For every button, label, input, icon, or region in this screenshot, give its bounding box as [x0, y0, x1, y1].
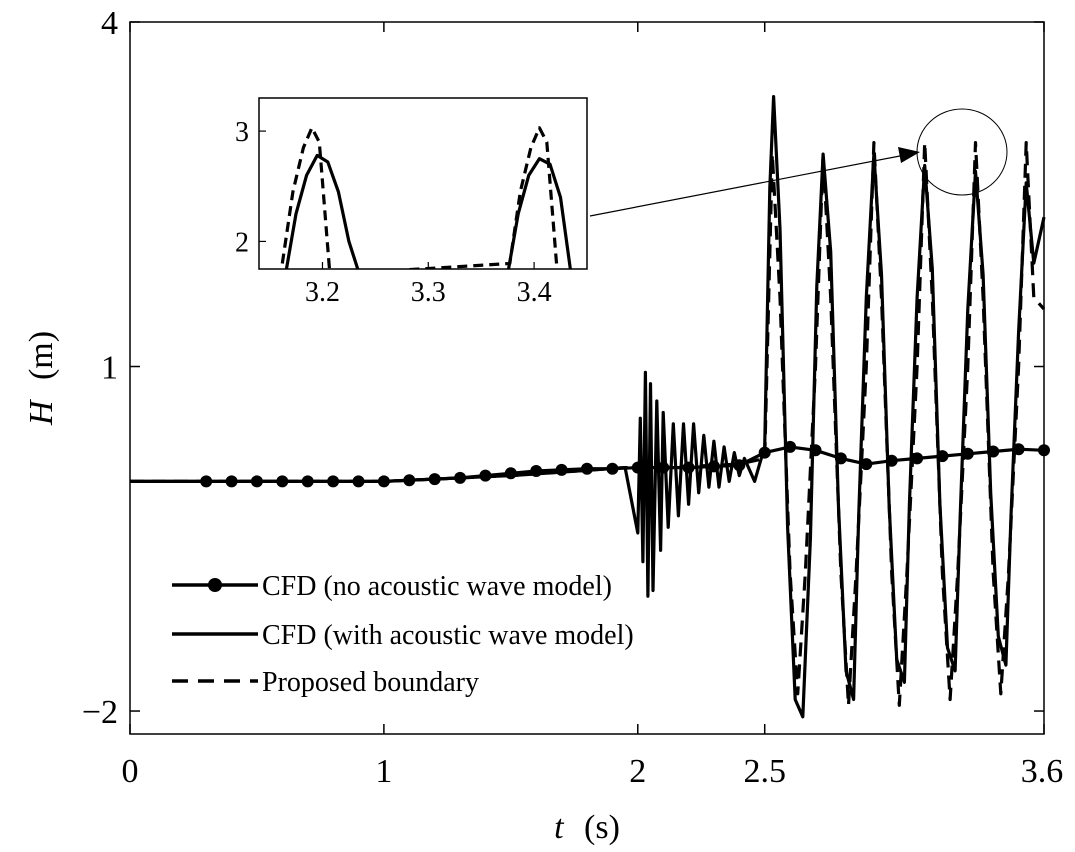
series-line-2: [130, 141, 1046, 707]
x-axis-symbol: t: [554, 809, 565, 846]
inset-background: [259, 98, 587, 269]
x-axis-label: t (s): [554, 809, 620, 846]
x-tick-label-1: 1: [375, 753, 392, 790]
series-line-1: [130, 95, 1046, 719]
inset-x-tick-label-0: 3.2: [305, 277, 340, 308]
legend: CFD (no acoustic wave model) CFD (with a…: [172, 571, 634, 698]
y-tick-label-1: 1: [101, 350, 118, 387]
inset-axes-box: [258, 97, 588, 270]
inset-x-tick-label-1: 3.3: [411, 277, 446, 308]
inset-y-tick-label-1: 3: [235, 117, 249, 148]
x-tick-label-0: 0: [122, 753, 139, 790]
legend-label-proposed: Proposed boundary: [262, 667, 479, 698]
inset-y-tick-label-0: 2: [235, 227, 249, 258]
series-marker-0-15: [555, 463, 568, 476]
y-axis-label: H (m): [23, 331, 60, 426]
x-tick-label-3: 2.5: [743, 753, 786, 790]
y-tick-label-0: −2: [82, 694, 118, 731]
zoom-arrow-line: [589, 154, 906, 217]
series-marker-0-27: [860, 458, 873, 471]
legend-label-no-acoustic: CFD (no acoustic wave model): [262, 571, 612, 602]
legend-label-with-acoustic: CFD (with acoustic wave model): [262, 620, 634, 651]
y-axis-symbol: H: [23, 398, 60, 426]
main-axes-box: [129, 21, 1045, 735]
inset-x-tick-label-2: 3.4: [517, 277, 552, 308]
inset-series-line-1: [280, 126, 559, 269]
x-tick-label-4: 3.6: [1021, 753, 1064, 790]
x-axis-unit: (s): [584, 809, 620, 846]
series-marker-0-13: [504, 467, 517, 480]
zoom-arrow-head: [898, 147, 920, 163]
y-tick-label-2: 4: [101, 5, 118, 42]
y-axis-unit: (m): [23, 331, 60, 380]
x-tick-label-2: 2: [629, 753, 646, 790]
legend-marker-no-acoustic: [208, 578, 222, 592]
inset: 3.2 3.3 3.4 2 3: [235, 97, 588, 308]
